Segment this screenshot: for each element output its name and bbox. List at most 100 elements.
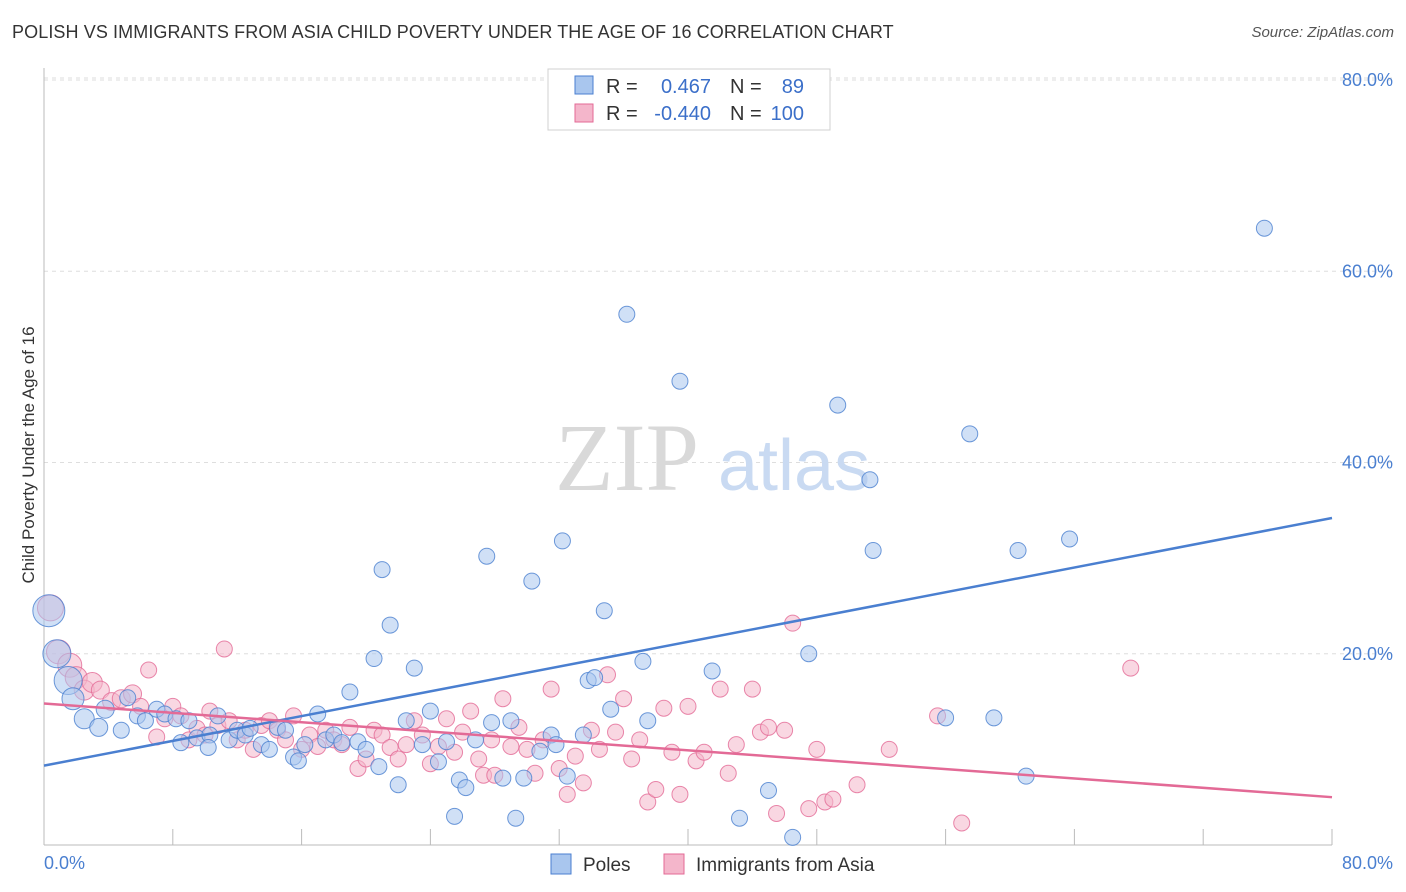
point-poles (446, 807, 464, 825)
y-tick-label-40: 40.0% (1342, 453, 1393, 473)
legend-swatch-immigrants (574, 103, 594, 123)
point-poles (937, 709, 955, 727)
point-immigrants (483, 731, 501, 749)
point-poles (515, 769, 533, 787)
point-poles (523, 572, 541, 590)
point-immigrants (566, 747, 584, 765)
point-immigrants (800, 800, 818, 818)
point-poles (357, 740, 375, 758)
point-immigrants (574, 774, 592, 792)
legend-r-value-poles: 0.467 (661, 76, 711, 98)
point-immigrants (655, 699, 673, 717)
point-poles (574, 726, 592, 744)
point-immigrants (389, 750, 407, 768)
legend-n-value-immigrants: 100 (771, 103, 804, 125)
point-poles (119, 689, 137, 707)
legend-series: Poles Immigrants from Asia (550, 853, 875, 876)
legend-swatch-poles (574, 75, 594, 95)
point-poles (421, 702, 439, 720)
legend-stats: R = 0.467 N = 89 R = -0.440 N = 100 (547, 68, 831, 131)
point-poles (553, 532, 571, 550)
point-poles (731, 809, 749, 827)
legend-n-label-poles: N = (730, 76, 762, 98)
point-immigrants (1122, 659, 1140, 677)
grid-lines (44, 77, 1393, 655)
point-poles (618, 305, 636, 323)
point-immigrants (679, 697, 697, 715)
legend-r-label-poles: R = (606, 76, 638, 98)
point-immigrants (808, 740, 826, 758)
point-poles (502, 712, 520, 730)
point-poles (32, 594, 66, 628)
point-poles (760, 781, 777, 799)
trend-line-immigrants (43, 702, 1333, 799)
point-immigrants (743, 680, 761, 698)
bottom-legend-label-poles: Poles (583, 855, 631, 876)
point-immigrants (776, 721, 794, 739)
point-poles (260, 740, 278, 758)
point-poles (277, 721, 294, 739)
point-immigrants (824, 790, 842, 808)
watermark-atlas: atlas (718, 426, 870, 506)
point-poles (558, 767, 576, 785)
point-poles (595, 602, 613, 620)
chart-title: POLISH VS IMMIGRANTS FROM ASIA CHILD POV… (12, 22, 894, 42)
bottom-legend-swatch-immigrants (663, 853, 685, 875)
point-immigrants (768, 804, 786, 822)
point-poles (42, 639, 72, 669)
point-poles (1009, 541, 1027, 559)
point-immigrants (140, 661, 158, 679)
point-immigrants (639, 793, 657, 811)
y-tick-labels: 20.0% 40.0% 60.0% 80.0% (1342, 70, 1393, 664)
point-poles (478, 547, 496, 565)
point-immigrants (607, 723, 625, 741)
point-poles (429, 753, 447, 771)
point-immigrants (880, 740, 898, 758)
point-poles (199, 738, 217, 756)
point-immigrants (953, 814, 971, 832)
point-immigrants (558, 785, 576, 803)
point-immigrants (215, 640, 233, 658)
point-immigrants (397, 736, 415, 754)
point-immigrants (647, 781, 665, 799)
y-tick-label-80: 80.0% (1342, 70, 1393, 90)
point-poles (89, 717, 109, 737)
point-poles (373, 561, 391, 579)
point-immigrants (462, 702, 480, 720)
point-immigrants (381, 738, 399, 756)
trend-lines (43, 516, 1333, 799)
point-poles (494, 769, 512, 787)
point-immigrants (727, 736, 745, 754)
point-poles (73, 708, 95, 730)
point-immigrants (719, 764, 737, 782)
legend-r-label-immigrants: R = (606, 103, 638, 125)
source-label: Source: ZipAtlas.com (1251, 24, 1394, 41)
point-poles (180, 712, 198, 730)
point-immigrants (615, 690, 633, 708)
point-poles (289, 752, 307, 770)
point-poles (365, 650, 383, 668)
point-poles (296, 736, 314, 754)
x-tick-labels: 0.0% 80.0% (44, 853, 1393, 873)
point-poles (961, 425, 979, 443)
point-poles (864, 541, 882, 559)
bottom-legend-label-immigrants: Immigrants from Asia (696, 855, 875, 876)
point-immigrants (711, 680, 729, 698)
point-poles (389, 776, 407, 794)
point-immigrants (90, 680, 110, 700)
point-poles (438, 733, 455, 751)
point-poles (671, 372, 689, 390)
point-poles (985, 709, 1003, 727)
x-tick-label-max: 80.0% (1342, 853, 1393, 873)
point-poles (1061, 530, 1079, 548)
point-poles (800, 645, 818, 663)
point-immigrants (502, 738, 520, 756)
point-poles (639, 712, 657, 730)
point-poles (602, 700, 620, 718)
point-poles (1255, 219, 1273, 237)
legend-n-label-immigrants: N = (730, 103, 762, 125)
point-poles (136, 712, 154, 730)
legend-box (547, 68, 831, 131)
point-poles (507, 809, 525, 827)
legend-r-value-immigrants: -0.440 (654, 103, 711, 125)
